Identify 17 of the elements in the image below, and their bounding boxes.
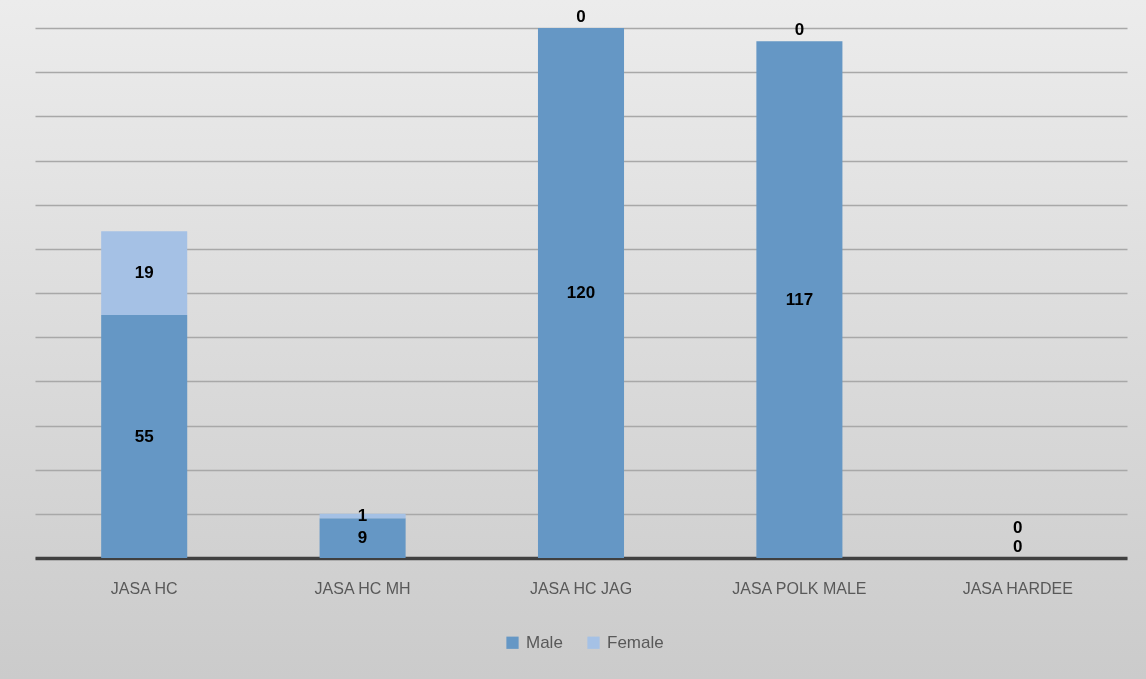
data-label: 0: [1013, 518, 1023, 537]
x-tick-label: JASA HC JAG: [529, 579, 633, 597]
legend-label: Female: [607, 632, 664, 652]
x-tick-label: JASA POLK MALE: [732, 579, 867, 597]
x-tick-label: JASA HC MH: [314, 579, 411, 597]
data-label: 0: [794, 20, 805, 40]
x-tick-label: JASA HARDEE: [962, 579, 1073, 597]
legend-label: Male: [526, 632, 563, 652]
data-label: 9: [357, 528, 368, 548]
data-label: 117: [785, 289, 814, 309]
data-label: 1: [357, 506, 368, 526]
data-label: 0: [1013, 537, 1023, 556]
x-tick-label: JASA HC: [110, 579, 178, 597]
data-label: 0: [576, 7, 586, 26]
data-label: 55: [134, 426, 154, 446]
data-label: 19: [134, 263, 154, 283]
data-label: 120: [566, 283, 596, 302]
